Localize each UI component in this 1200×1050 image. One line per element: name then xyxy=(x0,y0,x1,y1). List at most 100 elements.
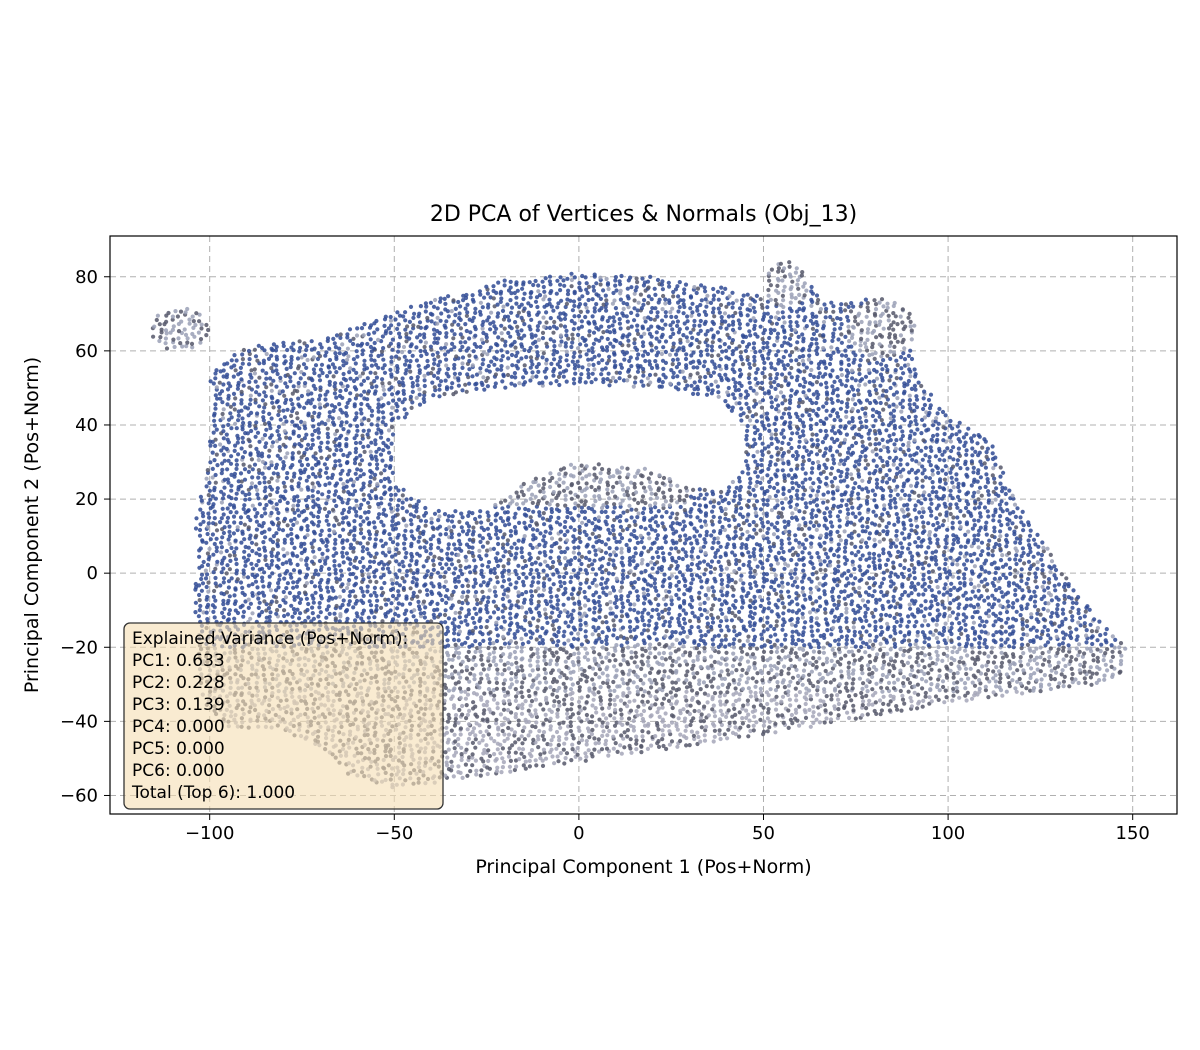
scatter-point xyxy=(698,718,703,724)
scatter-point xyxy=(505,660,511,666)
scatter-point xyxy=(238,580,244,585)
scatter-point xyxy=(786,689,791,694)
scatter-point xyxy=(668,690,673,695)
scatter-point xyxy=(463,762,468,767)
scatter-point xyxy=(962,681,968,686)
scatter-point xyxy=(746,724,751,729)
scatter-point xyxy=(857,616,863,621)
scatter-point xyxy=(702,655,707,661)
scatter-point xyxy=(722,676,728,682)
scatter-point xyxy=(473,581,478,586)
scatter-point xyxy=(688,722,693,728)
scatter-point xyxy=(996,598,1001,603)
scatter-point xyxy=(747,620,753,625)
scatter-point xyxy=(488,630,493,635)
scatter-point xyxy=(1006,603,1011,609)
scatter-point xyxy=(488,568,493,573)
scatter-point xyxy=(898,596,903,601)
scatter-point xyxy=(779,669,784,674)
scatter-point xyxy=(698,629,703,634)
scatter-point xyxy=(632,602,637,607)
scatter-point xyxy=(458,686,463,691)
scatter-point xyxy=(1005,590,1011,595)
scatter-point xyxy=(647,618,652,624)
scatter-point xyxy=(846,665,851,670)
scatter-point xyxy=(710,707,715,712)
scatter-point xyxy=(379,586,384,591)
scatter-point xyxy=(384,602,389,607)
scatter-point xyxy=(1084,628,1089,633)
scatter-point xyxy=(847,715,852,721)
scatter-point xyxy=(1000,693,1005,698)
scatter-point xyxy=(1102,677,1107,682)
scatter-point xyxy=(550,692,555,697)
scatter-point xyxy=(725,668,730,673)
scatter-point xyxy=(444,600,449,606)
scatter-point xyxy=(458,695,463,701)
scatter-point xyxy=(997,680,1003,685)
scatter-point xyxy=(835,577,840,582)
scatter-point xyxy=(612,664,617,669)
scatter-point xyxy=(453,642,458,648)
scatter-point xyxy=(937,590,942,595)
scatter-point xyxy=(885,686,890,691)
scatter-point xyxy=(723,615,728,620)
scatter-point xyxy=(1055,650,1060,656)
scatter-point xyxy=(1048,570,1053,575)
scatter-point xyxy=(1052,583,1057,588)
scatter-point xyxy=(856,591,862,596)
scatter-point xyxy=(522,725,527,730)
scatter-point xyxy=(484,625,489,630)
scatter-point xyxy=(803,715,809,721)
scatter-point xyxy=(221,566,226,571)
scatter-point xyxy=(880,689,885,694)
scatter-point xyxy=(333,616,338,621)
scatter-point xyxy=(948,601,953,606)
scatter-point xyxy=(224,590,229,595)
scatter-point xyxy=(751,723,756,728)
scatter-point xyxy=(578,581,583,586)
scatter-point xyxy=(351,605,356,610)
scatter-point xyxy=(850,686,855,691)
scatter-point xyxy=(519,649,524,654)
scatter-point xyxy=(444,725,449,730)
scatter-point xyxy=(569,643,574,648)
scatter-point xyxy=(720,611,725,616)
scatter-point xyxy=(732,720,737,725)
scatter-point xyxy=(366,615,371,620)
scatter-point xyxy=(738,577,743,583)
scatter-point xyxy=(843,700,849,705)
scatter-point xyxy=(478,773,483,778)
scatter-point xyxy=(879,612,884,618)
scatter-point xyxy=(864,629,869,634)
scatter-point xyxy=(608,693,613,698)
scatter-point xyxy=(926,636,932,641)
scatter-point xyxy=(790,675,796,680)
scatter-point xyxy=(585,717,590,722)
scatter-point xyxy=(671,686,676,691)
scatter-point xyxy=(199,572,205,577)
scatter-point xyxy=(635,664,640,669)
scatter-point xyxy=(509,662,514,667)
scatter-point xyxy=(741,624,746,629)
scatter-point xyxy=(951,693,956,698)
scatter-point xyxy=(571,625,576,630)
scatter-point xyxy=(720,656,725,661)
scatter-point xyxy=(835,659,840,665)
scatter-point xyxy=(809,669,815,674)
scatter-point xyxy=(540,763,546,769)
scatter-point xyxy=(290,614,295,619)
scatter-point xyxy=(879,617,884,622)
scatter-point xyxy=(753,605,758,611)
scatter-point xyxy=(822,589,827,594)
scatter-point xyxy=(256,591,262,596)
scatter-point xyxy=(494,676,499,681)
scatter-point xyxy=(1101,658,1106,663)
scatter-point xyxy=(794,698,799,703)
scatter-point xyxy=(547,707,552,712)
scatter-point xyxy=(811,704,816,709)
scatter-point xyxy=(213,575,218,581)
scatter-point xyxy=(330,585,335,590)
scatter-point xyxy=(740,598,745,603)
scatter-point xyxy=(865,712,870,717)
